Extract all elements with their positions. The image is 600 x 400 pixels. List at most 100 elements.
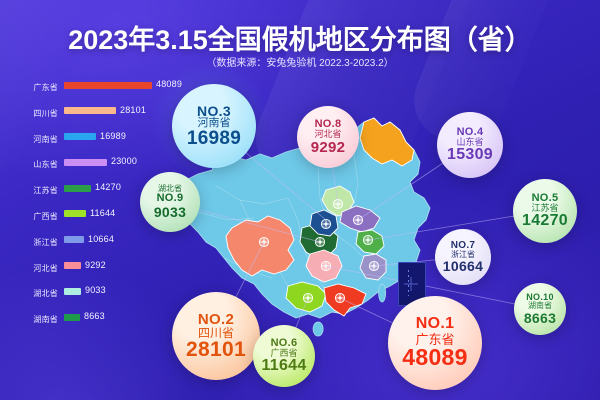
bar-track: [64, 313, 80, 321]
map-pin-icon: [362, 234, 374, 246]
rank-bubble-no2: NO.2 四川省 28101: [172, 292, 260, 380]
bubble-province-label: 湖南省: [528, 301, 552, 311]
bar-chart-row: 湖北省 9033: [22, 284, 172, 310]
bar-fill: [64, 262, 81, 270]
bubble-value-label: 11644: [261, 357, 307, 375]
bubble-province-label: 四川省: [197, 325, 234, 340]
map-pin-icon: [352, 214, 364, 226]
bubble-value-label: 16989: [186, 128, 242, 150]
bar-fill: [64, 236, 84, 244]
bubble-value-label: 28101: [186, 338, 246, 362]
bubble-rank-label: NO.3: [197, 102, 231, 119]
bubble-rank-label: NO.10: [526, 292, 554, 303]
bar-fill: [64, 133, 96, 141]
map-pin-icon: [302, 292, 314, 304]
bar-row-label: 河南省: [33, 134, 58, 144]
bar-row-label: 浙江省: [33, 237, 58, 247]
bubble-rank-label: NO.2: [197, 310, 235, 328]
bar-chart-row: 江苏省 14270: [22, 181, 172, 207]
data-source-note: （数据来源：安兔兔验机 2022.3-2023.2）: [206, 58, 394, 69]
bar-row-label: 江苏省: [33, 186, 58, 196]
bubble-value-label: 15309: [447, 146, 493, 164]
bar-fill: [64, 184, 91, 192]
bar-value-label: 9033: [85, 285, 106, 296]
rank-bubble-no10: NO.10 湖南省 8663: [514, 283, 566, 335]
bar-chart-row: 河北省 9292: [22, 259, 172, 285]
bar-value-label: 8663: [84, 311, 105, 322]
bubble-province-label: 山东省: [456, 136, 484, 147]
bar-value-label: 23000: [111, 156, 138, 167]
bubble-province-label: 广西省: [270, 347, 298, 358]
bar-chart-row: 四川省 28101: [22, 104, 172, 130]
page-title: 2023年3.15全国假机地区分布图（省）: [68, 25, 532, 55]
bubble-value-label: 48089: [402, 344, 468, 371]
bar-value-label: 11644: [90, 207, 116, 218]
bubble-rank-label: NO.4: [456, 125, 484, 138]
province-bar-chart: 广东省 48089 四川省 28101 河南省 16989 山东省 23000 江苏省 14270…: [22, 78, 181, 336]
bar-fill: [64, 313, 80, 321]
bar-track: [64, 158, 107, 166]
bubble-rank-label: NO.5: [531, 191, 559, 204]
map-pin-icon: [320, 260, 332, 272]
bar-row-label: 四川省: [33, 108, 58, 118]
bar-chart-row: 河南省 16989: [22, 130, 172, 156]
bar-row-label: 广东省: [33, 83, 58, 92]
rank-bubble-no5: NO.5 江苏省 14270: [513, 179, 577, 243]
bar-chart-row: 浙江省 10664: [22, 233, 172, 259]
bar-row-label: 湖南省: [33, 315, 58, 325]
bar-chart-row: 山东省 23000: [22, 155, 172, 181]
bubble-rank-label: NO.1: [415, 315, 455, 333]
bubble-value-label: 9292: [310, 138, 346, 156]
bar-track: [64, 107, 116, 115]
bar-value-label: 9292: [85, 259, 106, 270]
rank-bubble-no7: NO.7 浙江省 10664: [435, 229, 491, 285]
bar-value-label: 14270: [95, 182, 122, 193]
bar-row-label: 湖北省: [33, 289, 58, 299]
bubble-province-label: 广东省: [415, 331, 455, 347]
bar-value-label: 28101: [120, 104, 147, 115]
map-pin-icon: [334, 292, 346, 304]
rank-bubble-no1: NO.1 广东省 48089: [388, 296, 482, 390]
inset-crosshair-icon: [404, 277, 418, 291]
bar-track: [64, 210, 86, 218]
bubble-rank-label: NO.9: [156, 192, 184, 205]
bar-track: [64, 184, 91, 192]
rank-bubble-no8: NO.8 河北省 9292: [297, 106, 359, 168]
map-pin-icon: [258, 236, 270, 248]
bar-chart-row: 湖南省 8663: [22, 310, 172, 336]
bar-fill: [64, 210, 86, 218]
bar-value-label: 10664: [88, 233, 115, 244]
bar-value-label: 48089: [156, 79, 183, 89]
bar-fill: [64, 107, 116, 115]
bubble-province-label: 江苏省: [531, 202, 559, 213]
bubble-province-label: 湖北省: [158, 184, 182, 194]
map-pin-icon: [314, 236, 326, 248]
bubble-province-label: 河南省: [197, 116, 231, 129]
bar-row-label: 广西省: [33, 211, 58, 221]
map-island-taiwan: [378, 283, 386, 303]
bubble-value-label: 10664: [442, 258, 484, 275]
rank-bubble-no9: 湖北省 NO.9 9033: [140, 172, 200, 232]
bubble-province-label: 河北省: [314, 129, 342, 140]
bubble-value-label: 9033: [153, 203, 187, 220]
bar-row-label: 山东省: [33, 160, 58, 170]
bar-row-label: 河北省: [33, 263, 58, 273]
map-pin-icon: [332, 198, 344, 210]
rank-bubble-no4: NO.4 山东省 15309: [437, 112, 503, 178]
bar-track: [64, 236, 84, 244]
map-pin-icon: [368, 260, 380, 272]
bar-value-label: 16989: [100, 130, 127, 141]
bar-fill: [64, 287, 81, 295]
bar-track: [64, 81, 152, 89]
bar-chart-row: 广西省 11644: [22, 207, 172, 233]
bar-chart-row: 广东省 48089: [22, 78, 181, 104]
bar-track: [64, 262, 81, 270]
bubble-value-label: 8663: [523, 309, 557, 326]
bar-fill: [64, 81, 152, 89]
bubble-value-label: 14270: [522, 212, 568, 230]
bar-fill: [64, 158, 107, 166]
map-internal-border: [337, 235, 365, 259]
rank-bubble-no6: NO.6 广西省 11644: [253, 325, 315, 387]
bar-track: [64, 133, 96, 141]
